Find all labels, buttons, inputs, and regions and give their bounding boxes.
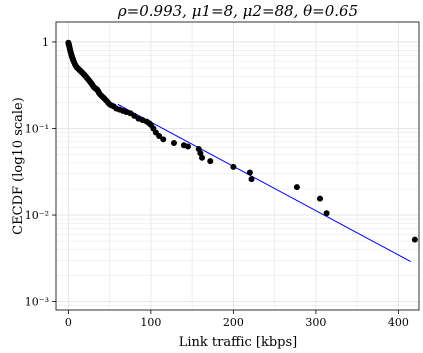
data-point	[248, 176, 255, 183]
data-point	[170, 139, 177, 146]
y-axis: 10⁻³ 10⁻² 10⁻¹ 1	[25, 36, 56, 309]
grid	[56, 22, 419, 311]
data-point	[230, 163, 237, 170]
fit-line	[117, 103, 411, 263]
data-point	[317, 195, 323, 202]
y-tick-label: 10⁻¹	[25, 123, 49, 136]
chart-title: ρ=0.993, μ1=8, μ2=88, θ=0.65	[117, 2, 358, 20]
x-tick-label: 200	[223, 316, 244, 329]
x-tick-label: 400	[388, 316, 409, 329]
data-point	[197, 150, 204, 157]
data-point	[207, 158, 214, 165]
data-point	[293, 184, 300, 191]
y-axis-title: CECDF (log10 scale)	[11, 97, 26, 235]
data-point	[156, 132, 163, 139]
x-axis: 0 100 200 300 400	[65, 310, 409, 329]
x-tick-label: 0	[65, 316, 72, 329]
y-tick-label: 10⁻³	[25, 296, 49, 309]
x-tick-label: 100	[140, 316, 161, 329]
x-tick-label: 300	[305, 316, 326, 329]
points-group	[65, 39, 418, 243]
data-point	[246, 169, 253, 176]
fit-line-group	[117, 103, 411, 263]
plot-frame	[55, 21, 420, 311]
y-tick-label: 10⁻²	[25, 209, 49, 222]
y-tick-label: 1	[42, 36, 49, 49]
data-point	[199, 154, 206, 161]
data-point	[185, 143, 191, 150]
data-point	[160, 136, 167, 143]
data-point	[411, 236, 418, 243]
x-axis-title: Link traffic [kbps]	[179, 335, 298, 350]
data-point	[323, 210, 330, 217]
